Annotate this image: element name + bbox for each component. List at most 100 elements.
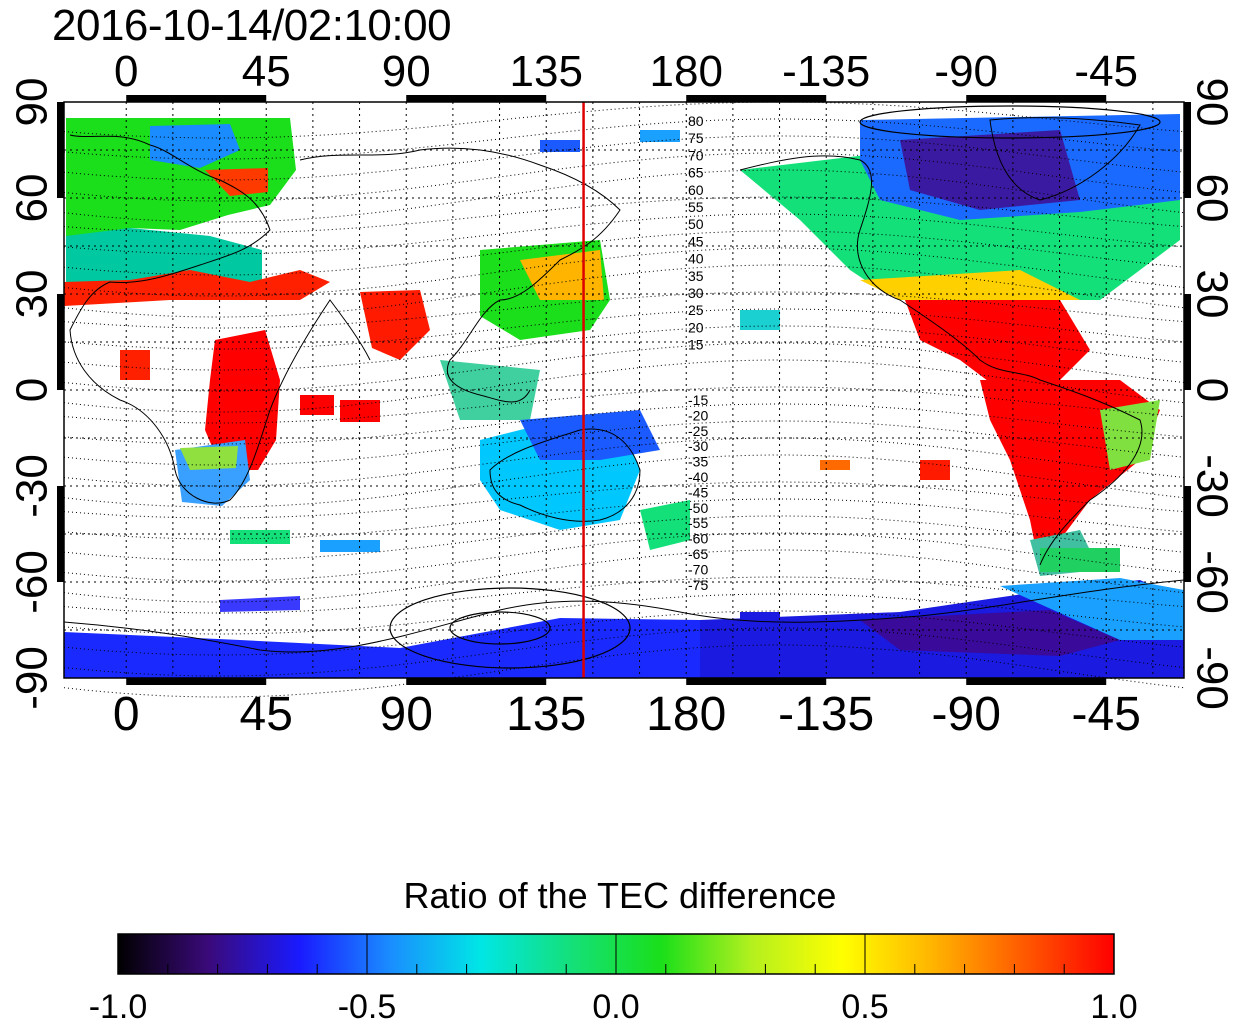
- contour-label: 75: [688, 130, 704, 146]
- contour-label: -45: [688, 484, 708, 500]
- tec-patch-australia-blue: [520, 410, 660, 460]
- y-tick-label: 30: [8, 270, 57, 319]
- axis-bar-left: [57, 486, 64, 582]
- y-tick-label: 60: [1188, 174, 1237, 223]
- magnetic-contour: [63, 342, 1185, 392]
- coastline-australia: [489, 428, 641, 522]
- tec-patch-small: [920, 460, 950, 480]
- axis-bar-right: [1184, 102, 1191, 198]
- coastline-asia: [299, 147, 621, 403]
- contour-label: -70: [688, 561, 708, 577]
- contour-label: -55: [688, 515, 708, 531]
- coastline-north-america: [739, 155, 1143, 566]
- tec-patch-small: [300, 395, 334, 415]
- axis-bar-top: [126, 95, 267, 102]
- contour-label: 15: [688, 337, 704, 353]
- tec-patch-arctic-canada: [900, 130, 1080, 210]
- y-tick-labels-left: 90 60 30 0 -30 -60 -90: [8, 78, 57, 710]
- tec-patch-usa-south: [860, 270, 1080, 300]
- y-tick-label: 90: [8, 78, 57, 127]
- axis-bar-top: [966, 95, 1107, 102]
- axis-bars: [57, 95, 1191, 685]
- magnetic-contour: [63, 515, 1185, 561]
- colorbar-tick-label: 1.0: [1090, 988, 1137, 1024]
- north-magnetic-pole-contour: [859, 105, 1161, 139]
- tec-patch-central-america: [905, 300, 1090, 390]
- x-tick-label: -45: [1074, 47, 1138, 96]
- magnetic-contour: [63, 532, 1185, 582]
- axis-bar-top: [406, 95, 547, 102]
- colorbar-tick-label: -1.0: [89, 988, 148, 1024]
- x-tick-label: 0: [113, 688, 140, 741]
- axis-bar-left: [57, 294, 64, 390]
- contour-label: -20: [688, 407, 708, 423]
- contour-label: 60: [688, 182, 704, 198]
- tec-patch-small: [230, 530, 290, 544]
- contour-label: -75: [688, 577, 708, 593]
- y-tick-label: -90: [8, 646, 57, 710]
- y-tick-label: 0: [8, 378, 57, 402]
- contour-label: -30: [688, 438, 708, 454]
- y-tick-label: 90: [1188, 78, 1237, 127]
- y-tick-label: -60: [1188, 550, 1237, 614]
- axis-bar-right: [1184, 486, 1191, 582]
- colorbar-tick-label: 0.0: [592, 988, 639, 1024]
- axis-bar-bottom: [966, 678, 1107, 685]
- tec-patch-southern-africa-green: [180, 446, 238, 470]
- y-tick-labels-right: 90 60 30 0 -30 -60 -90: [1188, 78, 1237, 710]
- colorbar-ticks: -1.0 -0.5 0.0 0.5 1.0: [89, 934, 1138, 1024]
- x-tick-label: 135: [506, 688, 586, 741]
- colorbar: -1.0 -0.5 0.0 0.5 1.0: [89, 933, 1138, 1024]
- y-tick-label: -30: [8, 454, 57, 518]
- x-tick-labels-top: 0 45 90 135 180 -135 -90 -45: [114, 47, 1138, 96]
- contour-label: -60: [688, 531, 708, 547]
- x-tick-label: 180: [646, 688, 726, 741]
- graticule: [64, 102, 1184, 678]
- tec-patch-small: [740, 310, 780, 330]
- tec-patch-new-zealand: [640, 500, 690, 550]
- contour-label: 55: [688, 199, 704, 215]
- axis-bar-top: [686, 95, 827, 102]
- x-tick-label: 90: [380, 688, 433, 741]
- axis-bar-right: [1184, 294, 1191, 390]
- y-tick-label: -90: [1188, 646, 1237, 710]
- contour-label: 25: [688, 302, 704, 318]
- contour-label: 80: [688, 113, 704, 129]
- contour-label: 30: [688, 285, 704, 301]
- x-tick-label: -90: [934, 47, 998, 96]
- axis-bar-bottom: [126, 678, 267, 685]
- magnetic-contour: [63, 247, 1185, 297]
- x-tick-label: -135: [782, 47, 870, 96]
- south-magnetic-pole-contour: [449, 611, 551, 645]
- colorbar-title: Ratio of the TEC difference: [403, 875, 837, 916]
- tec-patch-small: [640, 130, 680, 142]
- tec-patch-small: [320, 540, 380, 552]
- magnetic-contour: [63, 325, 1185, 371]
- magnetic-contour: [63, 230, 1185, 276]
- contour-label: -50: [688, 500, 708, 516]
- contour-label: -25: [688, 423, 708, 439]
- tec-patch-mediterranean: [64, 270, 330, 306]
- tec-patch-south-america-green: [1100, 400, 1160, 470]
- tec-patch-africa: [205, 330, 280, 470]
- contour-label: 35: [688, 268, 704, 284]
- contour-label: -35: [688, 454, 708, 470]
- tec-patch-small: [340, 400, 380, 422]
- y-tick-label: 60: [8, 174, 57, 223]
- magnetic-contours: [63, 101, 1185, 698]
- x-tick-labels-bottom: 0 45 90 135 180 -135 -90 -45: [113, 688, 1141, 741]
- x-tick-label: 45: [242, 47, 291, 96]
- x-tick-label: 0: [114, 47, 138, 96]
- magnetic-contour: [63, 627, 1185, 677]
- colorbar-tick-label: 0.5: [841, 988, 888, 1024]
- magnetic-contour: [63, 152, 1185, 202]
- magnetic-contour: [63, 420, 1185, 466]
- x-tick-label: 135: [510, 47, 583, 96]
- coastline-antarctica: [64, 579, 1184, 653]
- contour-label: 70: [688, 147, 704, 163]
- x-tick-label: 45: [240, 688, 293, 741]
- magnetic-contour: [63, 135, 1185, 181]
- timestamp: 2016-10-14/02:10:00: [52, 1, 452, 50]
- coastline-greenland: [989, 117, 1141, 201]
- contour-label: 20: [688, 319, 704, 335]
